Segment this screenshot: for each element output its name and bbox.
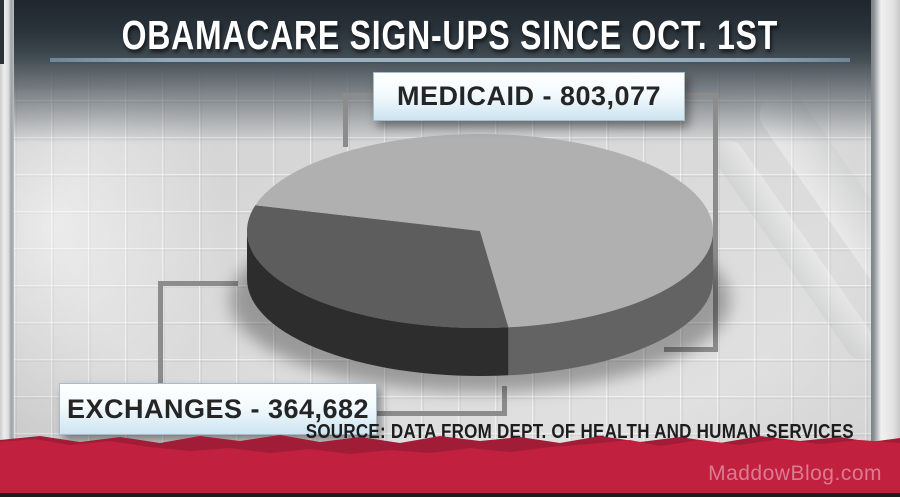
maddowblog-watermark: MaddowBlog.com <box>708 462 882 485</box>
header-bar: OBAMACARE SIGN-UPS SINCE OCT. 1ST <box>0 0 900 64</box>
title-underline <box>50 58 850 62</box>
medicaid-bracket-bottom-stub <box>664 347 718 352</box>
torn-red-band <box>0 435 900 497</box>
exchanges-callout-label: EXCHANGES - 364,682 <box>66 393 370 424</box>
medicaid-bracket-left-stub <box>343 93 348 147</box>
torn-band-front-layer <box>0 439 900 497</box>
left-edge-strip-header-shade <box>0 0 4 64</box>
exchanges-bracket-right-stub <box>502 386 507 416</box>
right-edge-strip <box>871 0 900 497</box>
left-edge-strip <box>0 0 14 497</box>
exchanges-bracket-bottom <box>374 411 507 416</box>
band-bottom-edge <box>0 493 900 497</box>
medicaid-bracket-right <box>713 93 718 352</box>
exchanges-bracket-left <box>158 281 163 385</box>
page-title: OBAMACARE SIGN-UPS SINCE OCT. 1ST <box>121 11 779 58</box>
exchanges-bracket-top-stub <box>158 281 238 286</box>
medicaid-callout: MEDICAID - 803,077 <box>373 72 685 121</box>
medicaid-callout-label: MEDICAID - 803,077 <box>396 81 662 111</box>
